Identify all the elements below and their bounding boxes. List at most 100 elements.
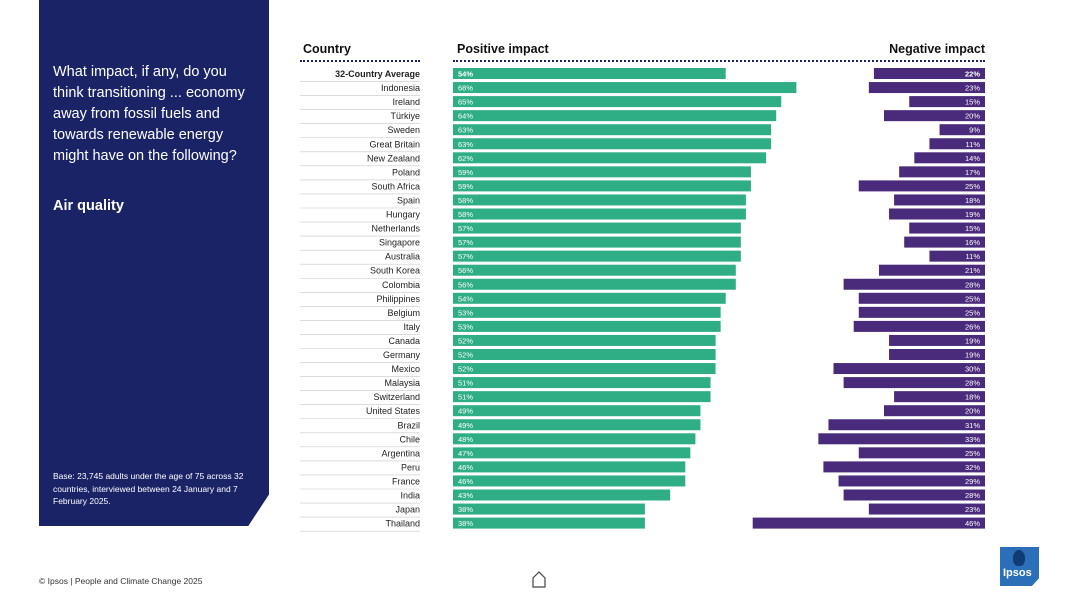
positive-bar [453,222,741,234]
positive-value-label: 63% [458,126,473,135]
footer-text: © Ipsos | People and Climate Change 2025 [39,576,203,586]
subject-title: Air quality [53,198,124,214]
negative-value-label: 19% [965,336,980,345]
positive-value-label: 59% [458,182,473,191]
country-label: Hungary [386,210,421,220]
positive-value-label: 53% [458,322,473,331]
negative-bar [843,377,985,389]
positive-value-label: 43% [458,491,473,500]
negative-value-label: 46% [965,519,980,528]
country-label: Philippines [376,294,420,304]
negative-value-label: 26% [965,322,980,331]
logo-text: Ipsos [1003,567,1032,579]
negative-value-label: 18% [965,393,980,402]
country-label: Ireland [392,97,420,107]
country-label: Australia [385,252,420,262]
negative-value-label: 25% [965,294,980,303]
country-label: Chile [399,434,420,444]
positive-value-label: 68% [458,84,473,93]
positive-value-label: 54% [458,294,473,303]
negative-header: Negative impact [889,42,985,56]
negative-bar [858,180,985,192]
negative-value-label: 25% [965,308,980,317]
negative-value-label: 15% [965,98,980,107]
positive-bar [453,180,751,192]
negative-bar [752,517,985,529]
positive-value-label: 53% [458,308,473,317]
negative-value-label: 18% [965,196,980,205]
negative-value-label: 22% [965,70,980,79]
country-label: Switzerland [373,392,420,402]
negative-bar [939,124,985,136]
negative-value-label: 19% [965,351,980,360]
country-label: United States [366,406,421,416]
negative-value-label: 21% [965,266,980,275]
positive-bar [453,208,746,220]
country-label: 32-Country Average [335,69,420,79]
positive-value-label: 64% [458,112,473,121]
country-label: Spain [397,195,420,205]
positive-value-label: 57% [458,252,473,261]
positive-bar [453,194,746,206]
positive-value-label: 52% [458,336,473,345]
positive-bar [453,433,696,445]
negative-bar [858,292,985,304]
positive-value-label: 38% [458,519,473,528]
positive-bar [453,138,772,150]
country-header-rule [300,60,420,62]
negative-bar [858,306,985,318]
negative-value-label: 15% [965,224,980,233]
positive-value-label: 56% [458,266,473,275]
positive-bar [453,292,726,304]
country-label: Mexico [391,364,420,374]
positive-bar [453,166,751,178]
negative-bar [843,489,985,501]
country-label: Poland [392,167,420,177]
positive-bar [453,377,711,389]
negative-bar [868,503,985,515]
negative-value-label: 16% [965,238,980,247]
negative-bar [904,236,985,248]
negative-value-label: 11% [966,140,981,149]
country-label: Netherlands [371,224,420,234]
negative-bar [889,208,985,220]
positive-value-label: 49% [458,421,473,430]
positive-bar [453,475,686,487]
negative-bar [894,391,985,403]
country-label: Türkiye [390,111,420,121]
country-label: Peru [401,462,420,472]
country-label: Thailand [385,519,420,529]
negative-bar [838,475,985,487]
negative-bar [878,264,985,276]
negative-value-label: 28% [965,491,980,500]
logo-mark [1013,550,1025,566]
positive-bar [453,82,797,94]
question-panel: What impact, if any, do you think transi… [39,0,269,526]
home-icon[interactable] [531,570,547,588]
positive-bar [453,68,726,79]
negative-bar [894,194,985,206]
positive-bar [453,503,645,515]
positive-value-label: 58% [458,196,473,205]
negative-value-label: 14% [965,154,980,163]
question-text: What impact, if any, do you think transi… [53,64,245,164]
positive-bar [453,124,772,136]
positive-value-label: 57% [458,238,473,247]
country-label: Argentina [381,448,420,458]
negative-bar [899,166,985,178]
positive-value-label: 56% [458,280,473,289]
positive-value-label: 54% [458,70,473,79]
negative-bar [823,461,985,473]
negative-value-label: 9% [969,126,980,135]
positive-bar [453,96,782,108]
positive-value-label: 59% [458,168,473,177]
negative-bar [884,405,985,417]
country-header: Country [303,42,351,56]
negative-value-label: 31% [965,421,980,430]
negative-bar [914,152,985,164]
positive-value-label: 52% [458,351,473,360]
impact-header-rule [453,60,985,62]
negative-value-label: 28% [965,280,980,289]
ipsos-logo: Ipsos [1000,547,1039,586]
positive-value-label: 51% [458,393,473,402]
